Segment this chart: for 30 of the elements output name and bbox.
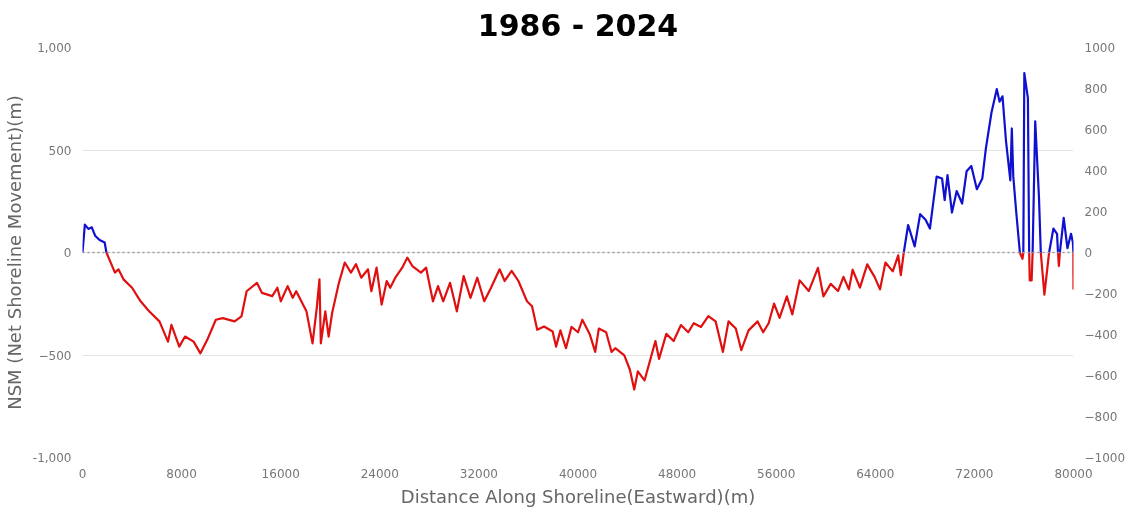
x-tick-label: 8000	[166, 466, 197, 481]
x-tick-label: 56000	[757, 466, 796, 481]
y2-tick-label: 0	[1084, 246, 1093, 260]
x-tick-label: 32000	[459, 466, 498, 481]
y-tick-label: 0	[63, 246, 72, 260]
y-tick-label: −500	[38, 348, 72, 363]
y-tick-label: 1,000	[37, 41, 72, 55]
y2-tick-label: 400	[1084, 164, 1108, 178]
chart-title: 1986 - 2024	[477, 7, 679, 43]
x-tick-label: 24000	[360, 466, 399, 481]
y2-tick-label: 200	[1084, 205, 1108, 219]
x-tick-label: 48000	[658, 466, 697, 481]
y-axis-title: NSM (Net Shoreline Movement)(m)	[3, 95, 25, 410]
y2-tick-label: 800	[1084, 82, 1108, 96]
x-tick-label: 16000	[261, 466, 300, 481]
y2-tick-label: −200	[1084, 287, 1118, 301]
y-tick-label: -1,000	[32, 451, 72, 465]
y2-tick-label: 1000	[1084, 41, 1116, 55]
x-tick-label: 40000	[558, 466, 598, 481]
x-tick-label: 80000	[1054, 466, 1093, 481]
x-tick-label: 0	[78, 466, 87, 481]
y2-tick-label: −600	[1084, 369, 1118, 383]
y2-tick-label: −1000	[1084, 451, 1126, 465]
y-tick-label: 500	[48, 143, 72, 158]
x-axis-title: Distance Along Shoreline(Eastward)(m)	[400, 485, 756, 507]
x-tick-label: 64000	[856, 466, 895, 481]
y2-tick-label: −800	[1084, 410, 1118, 424]
y2-tick-label: −400	[1084, 328, 1118, 342]
y2-tick-label: 600	[1084, 123, 1108, 137]
x-tick-label: 72000	[955, 466, 994, 481]
